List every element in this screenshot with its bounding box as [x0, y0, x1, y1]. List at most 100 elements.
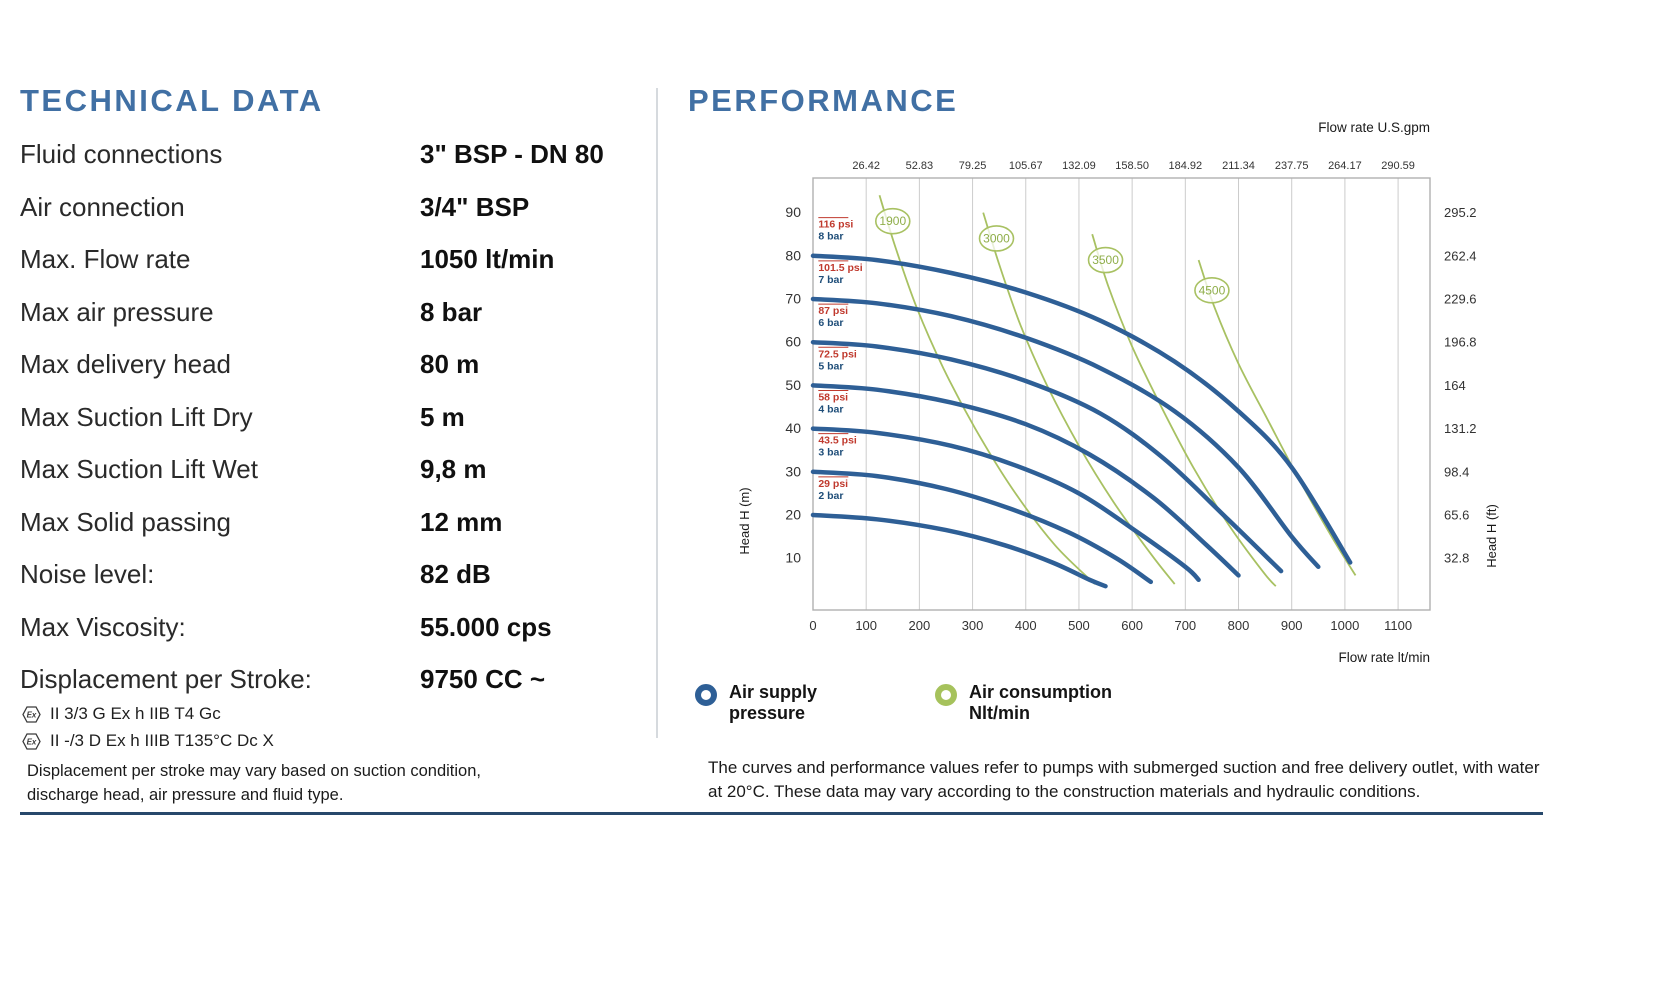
pressure-curve-2-bar — [810, 512, 1108, 589]
consumption-curve-label: 4500 — [1199, 283, 1226, 297]
top-axis-label: Flow rate U.S.gpm — [1318, 120, 1430, 135]
top-tick-label: 211.34 — [1222, 160, 1255, 172]
bottom-tick-label: 200 — [909, 618, 931, 633]
legend-label: Air supply pressure — [729, 682, 817, 724]
psi-label: 87 psi — [818, 305, 848, 317]
tech-value: 82 dB — [420, 559, 491, 589]
performance-footnote: The curves and performance values refer … — [708, 758, 1540, 802]
pressure-curve-8-bar — [810, 253, 1353, 565]
bottom-tick-label: 800 — [1228, 618, 1250, 633]
top-tick-label: 237.75 — [1275, 160, 1309, 172]
pressure-curve-6-bar — [810, 339, 1284, 574]
consumption-label-circle — [978, 225, 1015, 252]
pressure-curve-3-bar — [810, 469, 1154, 585]
tech-value: 8 bar — [420, 296, 483, 327]
atex-marking-row: Ex II 3/3 G Ex h IIB T4 Gc — [22, 704, 221, 724]
pressure-curve-4-bar — [810, 426, 1201, 583]
bar-label: 5 bar — [818, 360, 843, 372]
tech-value: 9750 CC ~ — [420, 664, 546, 694]
tech-label: Max Suction Lift Wet — [20, 454, 258, 484]
legend-line: Air supply — [729, 682, 818, 702]
consumption-curve-1900 — [878, 195, 1096, 585]
section-divider — [656, 88, 658, 738]
table-row: Max. Flow rate 1050 lt/min — [20, 233, 645, 286]
tech-value: 12 mm — [420, 506, 503, 537]
bottom-tick-label: 300 — [962, 618, 984, 633]
right-tick-label: 32.8 — [1444, 551, 1469, 566]
left-tick-label: 70 — [785, 290, 801, 306]
bottom-tick-label: 900 — [1281, 618, 1303, 633]
tech-label: Noise level: — [20, 559, 155, 589]
svg-text:Ex: Ex — [27, 737, 37, 746]
consumption-label-circle — [874, 207, 911, 235]
air-supply-legend-icon — [695, 684, 717, 706]
performance-chart: 26.42 52.83 79.25 105.67 132.09 158.50 184.92 2… — [737, 120, 1499, 665]
tech-label: Max Solid passing — [20, 506, 231, 537]
tech-value: 3" BSP - DN 80 — [420, 139, 604, 169]
top-tick-label: 52.83 — [906, 160, 934, 172]
right-tick-label: 164 — [1444, 378, 1466, 393]
left-tick-label: 10 — [785, 550, 801, 566]
table-row: Max delivery head 80 m — [20, 338, 645, 391]
top-tick-label: 264.17 — [1328, 160, 1362, 172]
right-tick-label: 65.6 — [1444, 507, 1469, 522]
consumption-label-circle — [1194, 277, 1230, 304]
right-axis-label: Head H (ft) — [1484, 504, 1499, 568]
left-axis-label: Head H (m) — [737, 487, 752, 554]
tech-value: 9,8 m — [420, 454, 487, 484]
top-tick-label: 158.50 — [1115, 160, 1149, 172]
technical-data-table: Fluid connections 3" BSP - DN 80 Air con… — [20, 128, 645, 706]
technical-data-title: TECHNICAL DATA — [20, 83, 324, 118]
atex-marking-row: Ex II -/3 D Ex h IIIB T135°C Dc X — [22, 731, 274, 751]
bottom-tick-label: 400 — [1015, 618, 1037, 633]
consumption-curve-label: 3500 — [1092, 253, 1119, 267]
top-tick-label: 105.67 — [1009, 160, 1043, 172]
right-tick-label: 229.6 — [1444, 291, 1477, 306]
consumption-curve-label: 3000 — [983, 231, 1010, 245]
consumption-curve-label: 1900 — [879, 214, 906, 228]
bottom-divider-rule — [20, 812, 1543, 815]
tech-label: Max. Flow rate — [20, 244, 191, 274]
right-tick-label: 196.8 — [1444, 335, 1477, 350]
atex-marking-text: II -/3 D Ex h IIIB T135°C Dc X — [50, 731, 274, 750]
bottom-tick-label: 1000 — [1330, 618, 1359, 633]
legend-item-air-supply: Air supply pressure — [695, 682, 817, 724]
plot-border — [812, 177, 1431, 611]
psi-label: 58 psi — [818, 391, 848, 403]
tech-label: Max Viscosity: — [20, 611, 186, 642]
top-tick-label: 290.59 — [1381, 160, 1415, 172]
bottom-tick-label: 1100 — [1384, 618, 1412, 633]
table-row: Max Suction Lift Dry 5 m — [20, 391, 645, 444]
performance-title: PERFORMANCE — [688, 83, 959, 118]
psi-label: 101.5 psi — [818, 262, 862, 274]
tech-label: Max delivery head — [20, 349, 231, 379]
bottom-axis-label: Flow rate lt/min — [1338, 650, 1430, 665]
right-tick-label: 295.2 — [1444, 205, 1477, 220]
svg-text:Ex: Ex — [27, 710, 37, 719]
bottom-tick-label: 500 — [1068, 618, 1090, 633]
right-tick-label: 131.2 — [1444, 421, 1477, 436]
bar-label: 7 bar — [818, 274, 843, 286]
tech-value: 80 m — [420, 349, 480, 379]
table-row: Max Viscosity: 55.000 cps — [20, 601, 645, 654]
ex-hexagon-icon: Ex — [22, 705, 41, 723]
tech-value: 55.000 cps — [420, 611, 552, 642]
top-tick-label: 184.92 — [1168, 160, 1202, 172]
tech-label: Max Suction Lift Dry — [20, 401, 253, 432]
air-consumption-legend-icon — [935, 684, 957, 706]
bottom-tick-label: 600 — [1121, 618, 1143, 633]
bar-label: 2 bar — [818, 490, 843, 502]
table-row: Displacement per Stroke: 9750 CC ~ — [20, 653, 645, 706]
pressure-curve-7-bar — [810, 296, 1321, 570]
pressure-curve-5-bar — [810, 383, 1241, 578]
legend-line: Air consumption — [969, 682, 1112, 702]
tech-value: 1050 lt/min — [420, 244, 555, 274]
left-tick-label: 20 — [785, 506, 801, 522]
legend-line: Nlt/min — [969, 703, 1030, 724]
top-tick-label: 26.42 — [852, 160, 880, 172]
tech-label: Displacement per Stroke: — [20, 664, 312, 694]
bar-label: 6 bar — [818, 317, 843, 329]
tech-value: 3/4" BSP — [420, 191, 530, 222]
left-tick-label: 90 — [785, 204, 801, 220]
